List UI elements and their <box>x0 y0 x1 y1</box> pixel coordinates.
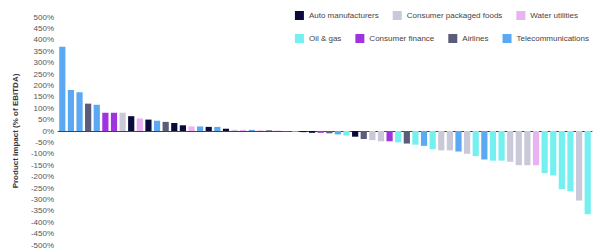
svg-text:Water utilities: Water utilities <box>530 11 578 20</box>
svg-text:200%: 200% <box>34 81 54 90</box>
svg-text:150%: 150% <box>34 92 54 101</box>
svg-text:450%: 450% <box>34 24 54 33</box>
svg-text:-150%: -150% <box>31 161 54 170</box>
svg-text:-250%: -250% <box>31 184 54 193</box>
svg-text:Consumer finance: Consumer finance <box>369 34 434 43</box>
svg-text:Consumer packaged foods: Consumer packaged foods <box>407 11 503 20</box>
svg-text:400%: 400% <box>34 35 54 44</box>
svg-text:Auto manufacturers: Auto manufacturers <box>309 11 379 20</box>
svg-text:300%: 300% <box>34 58 54 67</box>
svg-text:100%: 100% <box>34 104 54 113</box>
svg-text:350%: 350% <box>34 47 54 56</box>
svg-text:-400%: -400% <box>31 218 54 227</box>
svg-text:-50%: -50% <box>35 138 54 147</box>
svg-text:Product impact (% of EBITDA): Product impact (% of EBITDA) <box>11 73 20 188</box>
svg-text:0%: 0% <box>42 127 54 136</box>
svg-text:-100%: -100% <box>31 149 54 158</box>
svg-text:-200%: -200% <box>31 172 54 181</box>
svg-text:Oil & gas: Oil & gas <box>309 34 341 43</box>
svg-text:50%: 50% <box>38 115 54 124</box>
svg-text:250%: 250% <box>34 70 54 79</box>
svg-text:-500%: -500% <box>31 241 54 250</box>
svg-text:Telecommunications: Telecommunications <box>517 34 589 43</box>
svg-text:-450%: -450% <box>31 229 54 238</box>
svg-text:-300%: -300% <box>31 195 54 204</box>
svg-text:500%: 500% <box>34 13 54 22</box>
svg-text:-350%: -350% <box>31 206 54 215</box>
svg-text:Airlines: Airlines <box>462 34 488 43</box>
